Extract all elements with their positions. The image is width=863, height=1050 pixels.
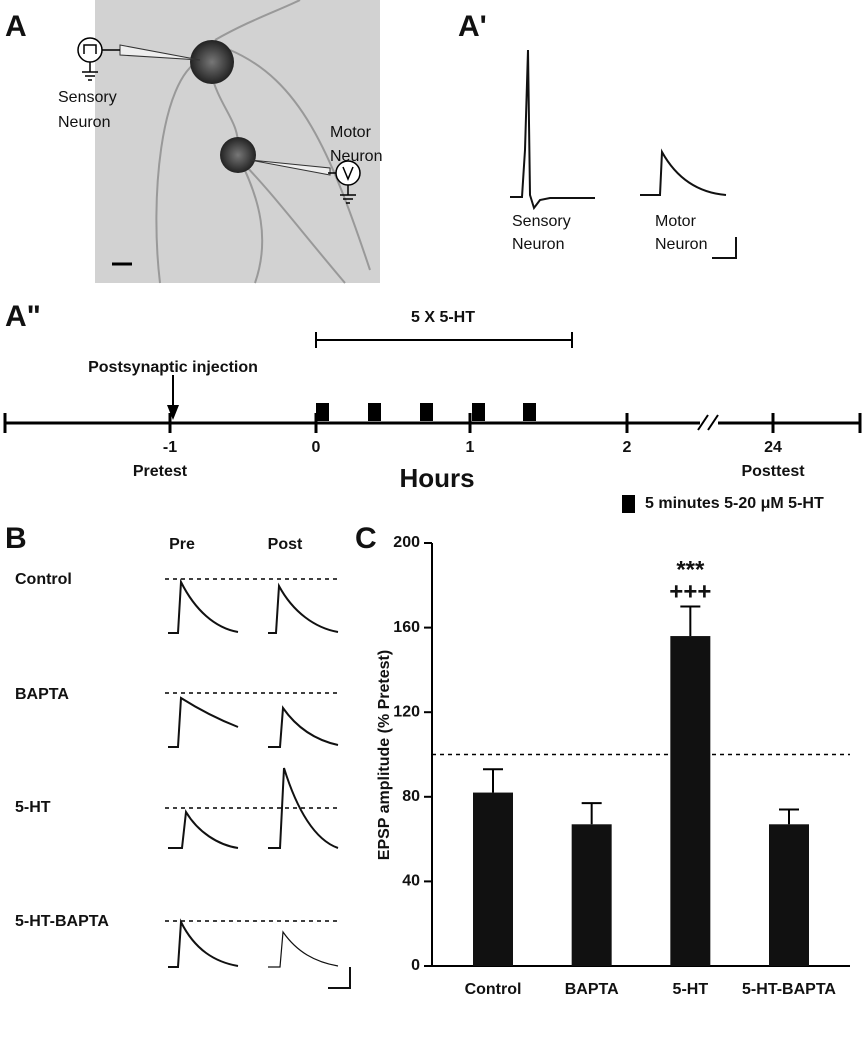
- x-tick-label: Control: [465, 981, 522, 998]
- row-label: Control: [15, 571, 72, 588]
- y-tick-label: 160: [393, 619, 420, 636]
- column-label: Pre: [169, 536, 195, 553]
- label: Neuron: [58, 114, 110, 131]
- tick-label: 24: [764, 439, 782, 456]
- legend-label: 5 minutes 5-20 μM 5-HT: [645, 495, 824, 512]
- annotation: +++: [669, 578, 711, 605]
- label: 5 X 5-HT: [411, 309, 475, 326]
- y-tick-label: 200: [393, 534, 420, 551]
- treatment-blocks: [316, 403, 635, 513]
- trace: [640, 148, 727, 196]
- label: Pretest: [133, 463, 188, 480]
- row-label: 5-HT-BAPTA: [15, 913, 109, 930]
- y-tick-label: 120: [393, 703, 420, 720]
- tick-label: 1: [466, 439, 475, 456]
- y-tick-label: 40: [402, 873, 420, 890]
- panel-label: A": [5, 300, 41, 333]
- x-tick-label: BAPTA: [565, 981, 619, 998]
- label: Motor: [655, 213, 697, 230]
- label: Neuron: [330, 148, 382, 165]
- tick-label: -1: [163, 439, 177, 456]
- bar: [571, 824, 612, 966]
- panel-label: B: [5, 522, 27, 555]
- bar: [769, 824, 809, 966]
- x-tick-label: 5-HT: [673, 981, 709, 998]
- label: Posttest: [741, 463, 805, 480]
- y-tick-label: 0: [411, 957, 420, 974]
- arrow-head: [167, 405, 179, 420]
- panel-label: A': [458, 10, 487, 43]
- epsp-traces: [168, 578, 351, 989]
- trace: [510, 49, 595, 211]
- bar: [670, 636, 711, 966]
- x-tick-label: 5-HT-BAPTA: [742, 981, 836, 998]
- baselines: [165, 578, 340, 922]
- row-label: 5-HT: [15, 799, 51, 816]
- scale-bar: [712, 237, 737, 259]
- label: Sensory: [512, 213, 571, 230]
- micrograph: [95, 0, 380, 284]
- panel-label: C: [355, 522, 377, 555]
- axis-label: Hours: [399, 463, 474, 493]
- label: Neuron: [655, 236, 707, 253]
- panel-label: A: [5, 10, 27, 43]
- annotation: ***: [676, 556, 705, 583]
- electrode-symbol: [77, 37, 361, 204]
- label: Motor: [330, 124, 372, 141]
- column-label: Post: [268, 536, 303, 553]
- tick-label: 0: [312, 439, 321, 456]
- label: Sensory: [58, 89, 117, 106]
- row-label: BAPTA: [15, 686, 69, 703]
- y-axis-label: EPSP amplitude (% Pretest): [376, 650, 393, 860]
- tick-label: 2: [623, 439, 632, 456]
- timeline: [3, 332, 862, 433]
- bar: [473, 792, 513, 966]
- label: Neuron: [512, 236, 564, 253]
- y-tick-label: 80: [402, 788, 420, 805]
- label: Postsynaptic injection: [88, 359, 258, 376]
